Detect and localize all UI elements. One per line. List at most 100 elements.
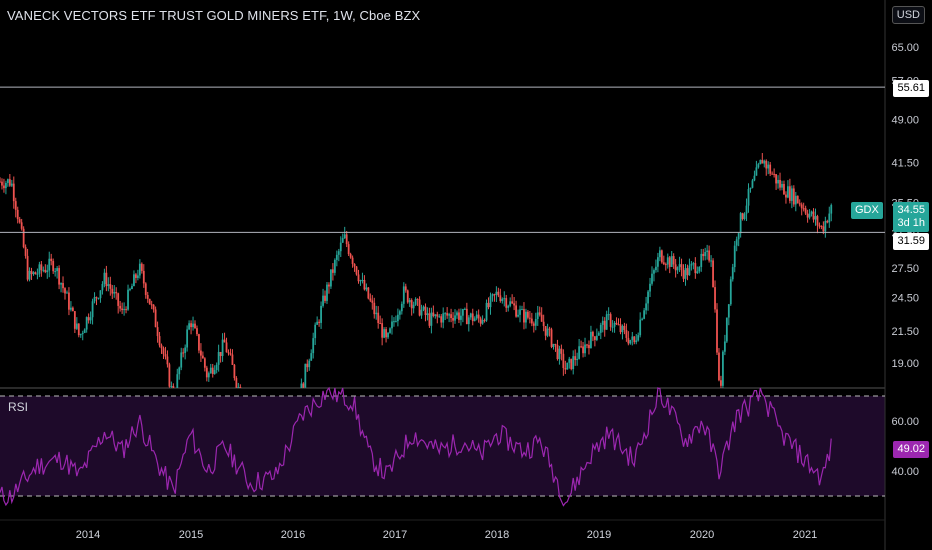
candle-body bbox=[572, 356, 575, 370]
candle-body bbox=[727, 304, 730, 318]
candle-body bbox=[684, 268, 687, 279]
candle-body bbox=[570, 358, 573, 370]
candle-body bbox=[674, 264, 677, 271]
candle-body bbox=[377, 312, 380, 324]
candle-body bbox=[460, 315, 462, 320]
candle-body bbox=[607, 314, 610, 316]
candle-body bbox=[731, 267, 734, 280]
candle-body bbox=[200, 350, 202, 356]
candle-body bbox=[306, 363, 309, 368]
symbol-badge: GDX bbox=[851, 202, 883, 219]
last-price-value: 34.55 bbox=[897, 204, 925, 216]
candle-body bbox=[40, 264, 43, 271]
candle-body bbox=[733, 245, 736, 268]
candle-body bbox=[68, 292, 70, 310]
candle-body bbox=[761, 159, 764, 164]
candle-body bbox=[619, 324, 622, 333]
candle-body bbox=[375, 312, 378, 315]
price-tick-label: 65.00 bbox=[891, 42, 919, 54]
candle-body bbox=[223, 339, 226, 343]
candle-body bbox=[544, 326, 547, 336]
candle-body bbox=[753, 175, 756, 181]
candle-body bbox=[316, 321, 319, 325]
candle-body bbox=[499, 295, 502, 302]
candle-body bbox=[603, 320, 606, 330]
candle-body bbox=[783, 183, 785, 195]
candle-body bbox=[463, 308, 466, 310]
candle-body bbox=[396, 314, 399, 322]
candle-body bbox=[692, 263, 695, 265]
candle-body bbox=[381, 323, 384, 338]
candle-body bbox=[44, 269, 47, 273]
candle-body bbox=[207, 373, 210, 378]
candle-body bbox=[590, 331, 592, 349]
candle-body bbox=[493, 294, 496, 296]
candle-body bbox=[408, 300, 411, 303]
candle-body bbox=[406, 290, 409, 303]
candle-body bbox=[515, 305, 517, 317]
candle-body bbox=[136, 275, 139, 278]
candle-body bbox=[320, 305, 322, 323]
candle-body bbox=[371, 300, 374, 303]
candle-body bbox=[410, 300, 413, 309]
candle-body bbox=[755, 167, 758, 176]
last-price-tag: 34.55 3d 1h bbox=[893, 202, 929, 232]
candle-body bbox=[89, 317, 92, 321]
candle-body bbox=[643, 310, 646, 319]
candle-body bbox=[221, 339, 224, 357]
candle-body bbox=[718, 352, 720, 381]
candle-body bbox=[621, 325, 624, 333]
candle-body bbox=[324, 295, 326, 301]
candle-body bbox=[676, 267, 679, 271]
candle-body bbox=[735, 239, 738, 246]
candle-body bbox=[359, 280, 362, 282]
candle-body bbox=[58, 268, 60, 285]
candle-body bbox=[85, 317, 88, 330]
candle-body bbox=[14, 201, 17, 210]
candle-body bbox=[52, 261, 55, 272]
candle-body bbox=[530, 318, 533, 324]
candle-body bbox=[660, 250, 663, 263]
candle-body bbox=[469, 313, 472, 318]
time-tick-label: 2018 bbox=[485, 529, 509, 541]
candle-body bbox=[148, 298, 151, 305]
countdown-value: 3d 1h bbox=[897, 217, 925, 229]
candle-body bbox=[613, 322, 616, 327]
candle-body bbox=[22, 228, 25, 248]
candle-body bbox=[363, 279, 366, 290]
candle-body bbox=[592, 331, 594, 337]
candle-body bbox=[99, 290, 102, 299]
candle-body bbox=[349, 254, 352, 258]
candle-body bbox=[647, 291, 649, 304]
candle-body bbox=[231, 354, 234, 365]
candle-body bbox=[558, 348, 561, 360]
candle-body bbox=[172, 386, 175, 388]
candle-body bbox=[160, 345, 163, 349]
candle-body bbox=[203, 358, 206, 368]
candle-body bbox=[787, 186, 789, 198]
currency-button[interactable]: USD bbox=[891, 6, 925, 24]
candle-body bbox=[625, 329, 628, 338]
candle-body bbox=[444, 313, 447, 315]
candle-body bbox=[446, 313, 449, 316]
candle-body bbox=[111, 288, 114, 294]
candle-body bbox=[6, 179, 9, 183]
candle-body bbox=[239, 386, 242, 388]
candle-body bbox=[485, 302, 488, 321]
candle-body bbox=[554, 343, 557, 345]
candle-body bbox=[629, 339, 632, 344]
candle-body bbox=[432, 312, 435, 316]
candle-body bbox=[690, 263, 693, 266]
candle-body bbox=[725, 317, 728, 342]
candle-body bbox=[162, 348, 165, 355]
candle-body bbox=[215, 364, 218, 371]
candle-body bbox=[318, 321, 321, 323]
candle-body bbox=[213, 370, 216, 374]
candle-body bbox=[743, 213, 746, 220]
candle-body bbox=[471, 313, 474, 322]
candle-body bbox=[26, 255, 29, 280]
candle-body bbox=[64, 288, 66, 294]
candle-body bbox=[300, 383, 303, 388]
candle-body bbox=[771, 173, 774, 175]
candle-body bbox=[686, 268, 689, 276]
